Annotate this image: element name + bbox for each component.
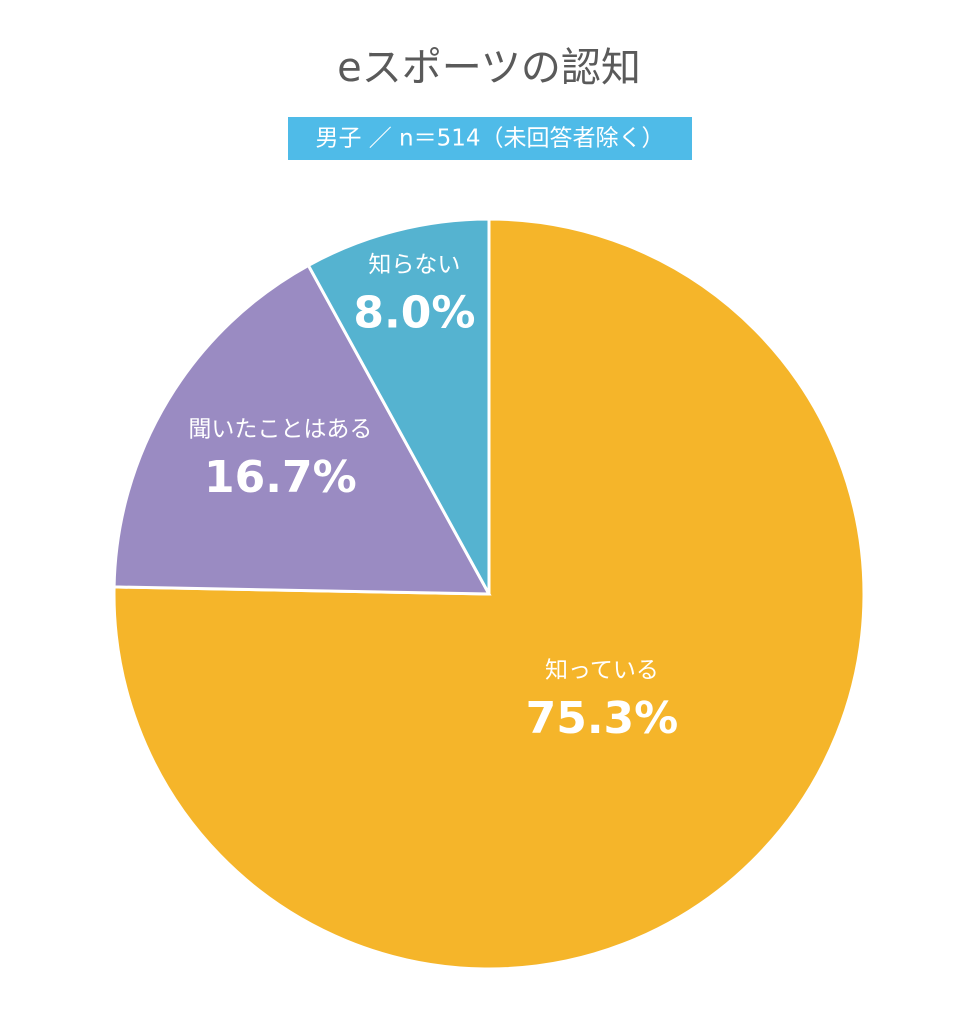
slice-label: 知らない xyxy=(368,252,460,278)
chart-title: eスポーツの認知 xyxy=(337,45,641,91)
subtitle: 男子 ／ n＝514（未回答者除く） xyxy=(315,126,664,152)
value-label: 16.7% xyxy=(204,452,357,503)
value-label: 75.3% xyxy=(526,693,679,744)
subtitle-box xyxy=(288,117,692,160)
pie-slice xyxy=(306,217,491,595)
pie-slice xyxy=(112,263,492,596)
slice-label: 聞いたことはある xyxy=(188,416,372,442)
value-label: 8.0% xyxy=(353,287,475,338)
slice-label: 知っている xyxy=(545,658,659,684)
